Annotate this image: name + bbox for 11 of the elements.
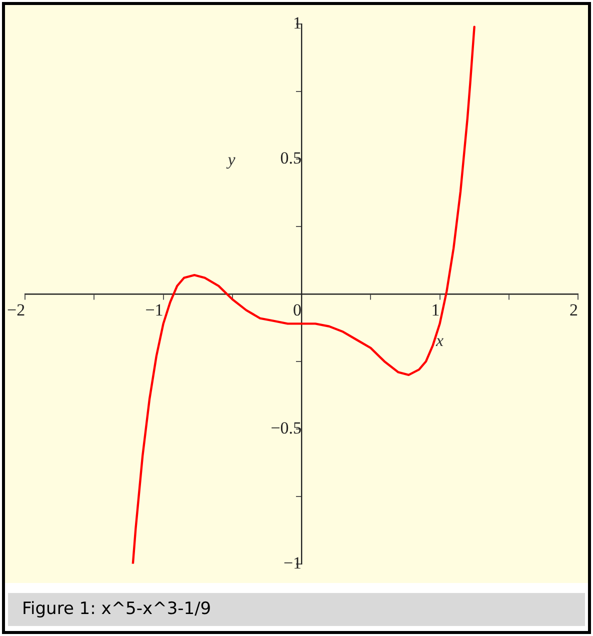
x-tick-label: −1 [145, 300, 164, 320]
x-axis-title: x [435, 331, 444, 350]
caption: Figure 1: x^5-x^3-1/9 [8, 593, 585, 626]
y-axis-title: y [226, 150, 236, 170]
x-tick-label: 0 [293, 300, 302, 320]
y-tick-label: −1 [283, 553, 302, 572]
y-tick-label: −0.5 [270, 418, 302, 438]
y-tick-label: 0.5 [280, 148, 302, 168]
x-tick-label: −2 [6, 300, 26, 320]
x-tick-label: 2 [570, 300, 578, 320]
x-tick-label: 1 [431, 300, 440, 320]
